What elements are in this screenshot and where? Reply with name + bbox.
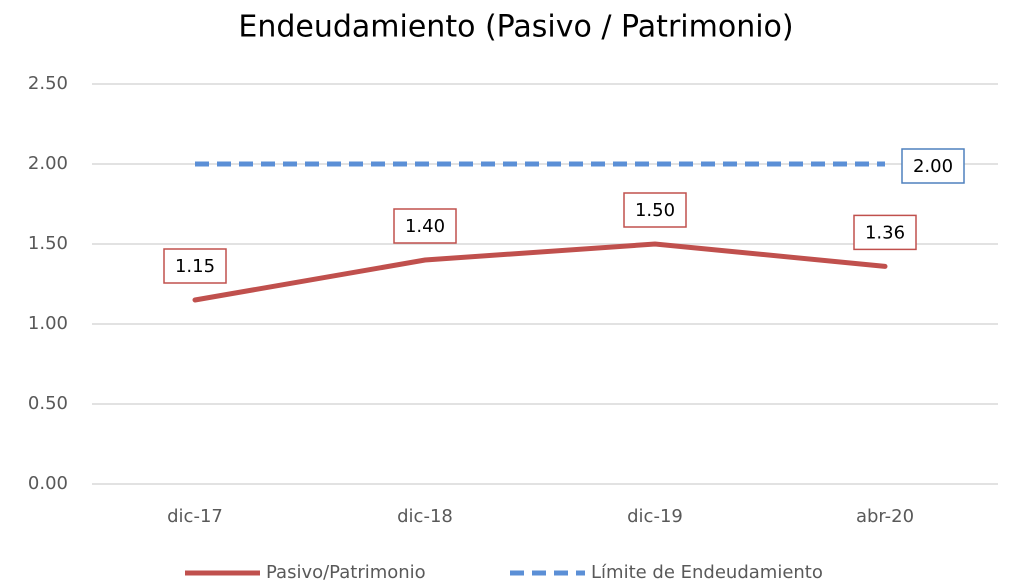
chart-title: Endeudamiento (Pasivo / Patrimonio) (238, 10, 793, 45)
data-label-box (393, 208, 457, 244)
data-label: 1.15 (175, 256, 215, 277)
data-label-box (853, 214, 917, 251)
legend-label: Límite de Endeudamiento (591, 562, 823, 583)
x-tick-label: dic-19 (627, 506, 683, 527)
y-tick-label: 1.50 (28, 233, 68, 254)
x-tick-label: dic-17 (167, 506, 223, 527)
y-tick-label: 0.00 (28, 473, 68, 494)
data-label: 1.36 (865, 222, 905, 243)
y-tick-label: 1.00 (28, 313, 68, 334)
data-label-box (901, 148, 965, 184)
data-label: 1.50 (635, 200, 675, 221)
y-tick-label: 2.00 (28, 153, 68, 174)
series-line (192, 241, 888, 303)
data-label: 1.40 (405, 216, 445, 237)
data-label-box (623, 192, 687, 228)
legend-label: Pasivo/Patrimonio (266, 562, 426, 583)
y-tick-label: 0.50 (28, 393, 68, 414)
data-label-box (163, 248, 227, 284)
data-label: 2.00 (913, 156, 953, 177)
x-tick-label: abr-20 (856, 506, 914, 527)
y-tick-label: 2.50 (28, 73, 68, 94)
x-tick-label: dic-18 (397, 506, 453, 527)
